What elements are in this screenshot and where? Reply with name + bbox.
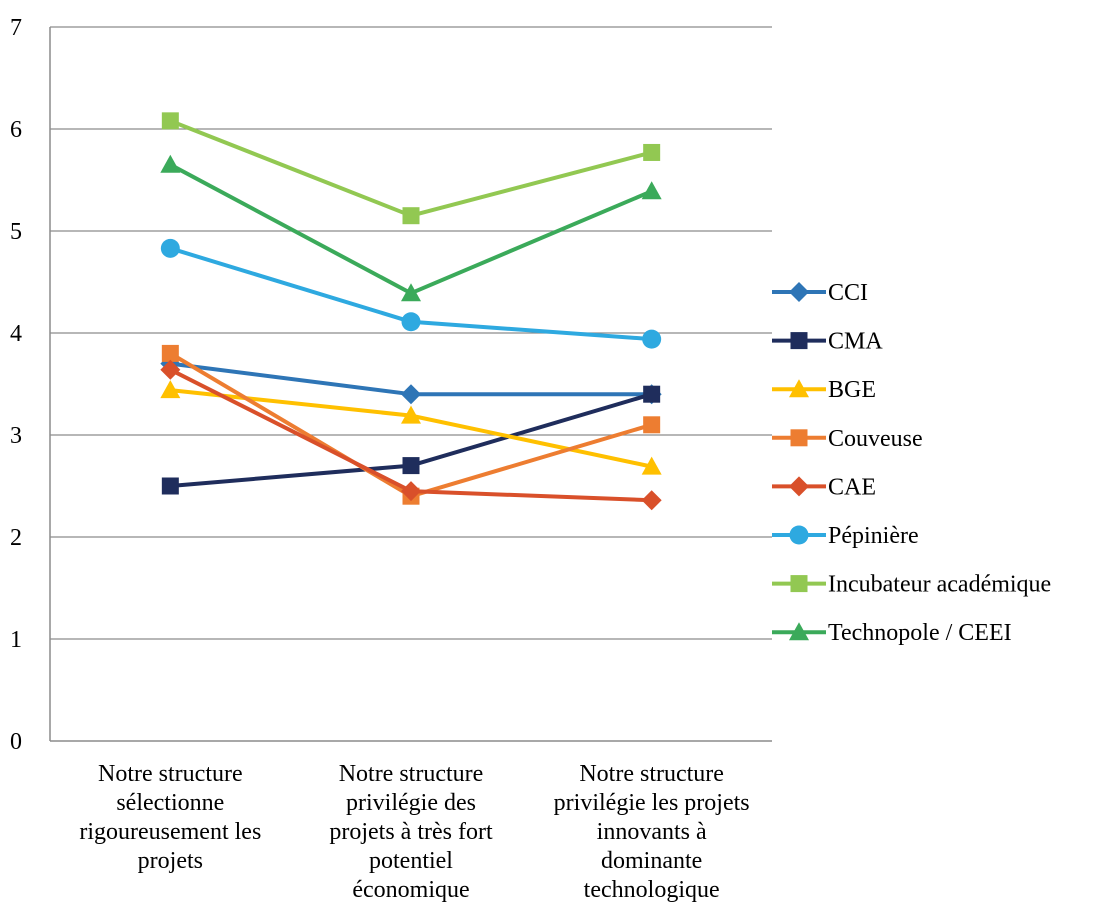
legend-marker xyxy=(789,525,809,545)
x-tick-label-line: Notre structure xyxy=(338,761,484,787)
legend-label: CMA xyxy=(828,329,883,355)
legend-item: Couveuse xyxy=(772,426,923,452)
legend-item: Incubateur académique xyxy=(772,572,1051,598)
legend-label: Technopole / CEEI xyxy=(828,620,1012,646)
legend-marker xyxy=(789,622,809,641)
x-tick-label: Notre structure privilégie des projets à t… xyxy=(296,760,526,905)
legend-marker xyxy=(789,282,809,302)
data-point xyxy=(401,405,421,424)
data-point xyxy=(641,181,662,200)
series-layer xyxy=(160,112,662,511)
data-point xyxy=(160,359,181,380)
data-point xyxy=(401,312,421,332)
x-tick-label-line: projets xyxy=(137,848,203,874)
legend-marker xyxy=(789,379,809,398)
x-tick-label-line: sélectionne xyxy=(116,790,225,816)
legend-label: Pépinière xyxy=(828,523,919,549)
series-p-pini-re xyxy=(160,238,662,349)
legend-label: Incubateur académique xyxy=(828,572,1051,598)
data-point xyxy=(401,481,421,502)
x-tick-label-line: potentiel xyxy=(369,848,453,874)
data-point xyxy=(643,416,661,434)
data-point xyxy=(641,456,662,475)
series-incubateur-acad-mique xyxy=(161,112,661,225)
legend-item: BGE xyxy=(772,377,876,403)
x-tick-label-line: privilégie les projets xyxy=(553,790,750,816)
series-line xyxy=(169,351,653,499)
series-cae xyxy=(160,359,662,511)
data-point xyxy=(401,384,421,405)
y-tick-label: 1 xyxy=(10,627,22,653)
legend-item: CAE xyxy=(772,474,876,500)
x-tick-label-line: projets à très fort xyxy=(329,819,493,845)
y-tick-label: 7 xyxy=(10,15,22,41)
x-tick-label: Notre structure sélectionne rigoureusement… xyxy=(55,760,285,876)
data-point xyxy=(161,112,179,130)
data-point xyxy=(402,457,420,475)
legend-marker xyxy=(789,476,809,497)
series-technopole-ceei xyxy=(160,154,662,302)
x-tick-label-line: économique xyxy=(352,877,470,903)
legend-marker xyxy=(790,575,808,593)
series-line xyxy=(169,162,653,296)
legend-label: CAE xyxy=(828,474,876,500)
data-point xyxy=(161,344,179,362)
legend-item: Pépinière xyxy=(772,523,919,549)
legend-label: BGE xyxy=(828,377,876,403)
y-tick-label: 0 xyxy=(10,729,22,755)
data-point xyxy=(160,154,181,173)
x-tick-label-line: privilégie des xyxy=(346,790,476,816)
data-point xyxy=(642,329,662,349)
data-point xyxy=(160,380,181,399)
x-tick-label-line: rigoureusement les xyxy=(79,819,262,845)
x-tick-label-line: technologique xyxy=(583,877,720,903)
x-tick-label-line: dominante xyxy=(601,848,703,874)
legend: CCI CMA BGE Couveuse CAE Pépinière Incubateur … xyxy=(772,280,1051,646)
y-tick-label: 3 xyxy=(10,423,22,449)
data-point xyxy=(160,238,180,258)
x-tick-label: Notre structure privilégie les projets inn… xyxy=(537,760,767,905)
y-tick-label: 6 xyxy=(10,117,22,143)
y-tick-label: 2 xyxy=(10,525,22,551)
legend-label: Couveuse xyxy=(828,426,923,452)
legend-item: CCI xyxy=(772,280,868,306)
data-point xyxy=(161,477,179,495)
data-point xyxy=(643,143,661,161)
legend-item: Technopole / CEEI xyxy=(772,620,1012,646)
series-cma xyxy=(161,385,661,495)
legend-marker xyxy=(790,332,808,350)
y-tick-label: 4 xyxy=(10,321,22,347)
x-tick-label-line: innovants à xyxy=(596,819,707,845)
y-tick-label: 5 xyxy=(10,219,22,245)
grid-lines xyxy=(50,26,772,742)
legend-label: CCI xyxy=(828,280,868,306)
legend-item: CMA xyxy=(772,329,883,355)
data-point xyxy=(641,490,662,511)
data-point xyxy=(643,385,661,403)
x-tick-label-line: Notre structure xyxy=(98,761,243,787)
x-tick-label-line: Notre structure xyxy=(579,761,724,787)
legend-marker xyxy=(790,429,808,447)
y-axis: 0 1 2 3 4 5 6 7 xyxy=(10,15,51,755)
data-point xyxy=(401,283,421,302)
data-point xyxy=(402,207,420,225)
